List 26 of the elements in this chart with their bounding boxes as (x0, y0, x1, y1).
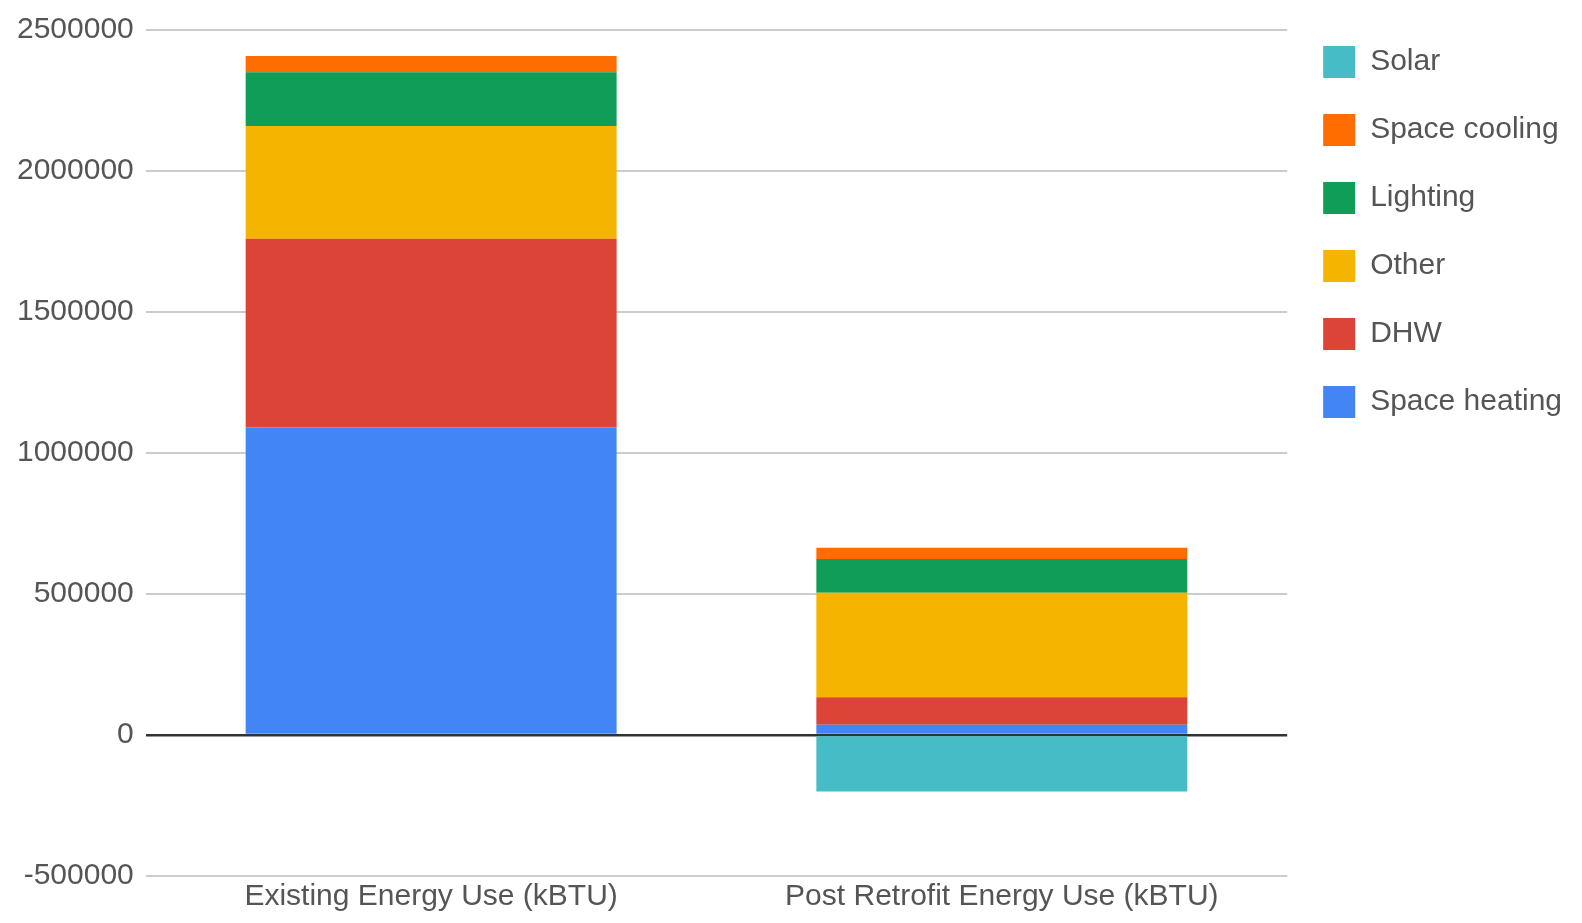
y-tick-label: 0 (117, 716, 134, 750)
y-tick-label: 1500000 (17, 293, 134, 327)
legend-label: Space heating (1370, 383, 1563, 417)
y-tick-label: 2000000 (17, 152, 134, 186)
y-tick-label: -500000 (23, 857, 134, 891)
bar (245, 427, 617, 734)
bar (816, 724, 1188, 734)
legend-label: Lighting (1370, 179, 1476, 213)
bar (245, 238, 617, 428)
bar (816, 559, 1188, 593)
bar (816, 592, 1188, 698)
legend-label: Other (1370, 247, 1446, 281)
x-tick-label: Existing Energy Use (kBTU) (244, 878, 618, 912)
bar (816, 697, 1188, 725)
y-tick-label: 2500000 (17, 11, 134, 45)
legend-label: DHW (1370, 315, 1443, 349)
legend-label: Solar (1370, 43, 1441, 77)
bar (245, 125, 617, 239)
bar (245, 55, 617, 73)
y-tick-label: 1000000 (17, 434, 134, 468)
legend-label: Space cooling (1370, 111, 1559, 145)
x-tick-label: Post Retrofit Energy Use (kBTU) (785, 878, 1219, 912)
bar (816, 736, 1188, 792)
bar (245, 72, 617, 126)
bar (816, 547, 1188, 560)
y-tick-label: 500000 (33, 575, 134, 609)
